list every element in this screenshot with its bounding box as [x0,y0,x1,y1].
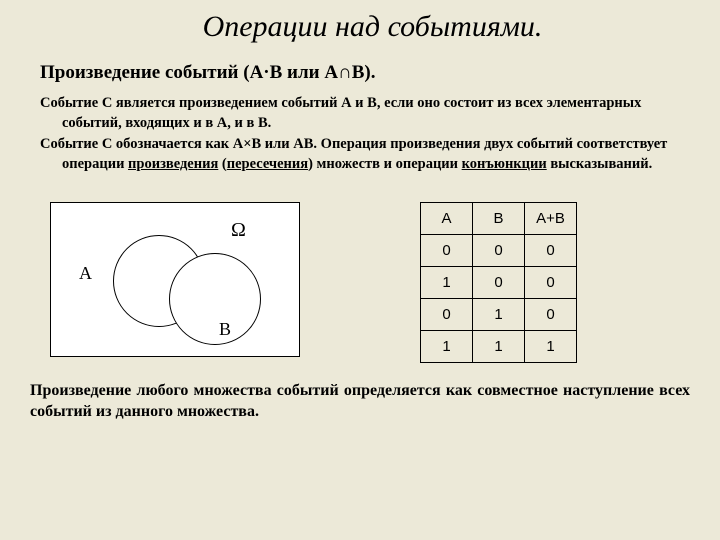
cell: 1 [421,267,473,299]
cell: 1 [473,299,525,331]
cell: 0 [525,235,577,267]
table-row: 0 1 0 [421,299,577,331]
figure-row: Ω А В А В А+В 0 0 0 1 0 0 0 1 0 1 1 1 [50,202,690,363]
cell: 0 [421,299,473,331]
table-header-row: А В А+В [421,203,577,235]
table-row: 1 1 1 [421,331,577,363]
cell: 0 [473,235,525,267]
label-a: А [79,263,92,284]
cell: 1 [473,331,525,363]
page-title: Операции над событиями. [55,10,690,44]
venn-diagram: Ω А В [50,202,300,357]
p2-text-d: высказываний. [547,156,653,172]
th-a: А [421,203,473,235]
paragraph-2: Событие С обозначается как А×В или АВ. О… [40,135,690,174]
p2-text-b: ( [218,156,226,172]
th-ab: А+В [525,203,577,235]
bottom-paragraph: Произведение любого множества событий оп… [30,381,690,423]
table-row: 1 0 0 [421,267,577,299]
table-row: 0 0 0 [421,235,577,267]
cell: 0 [525,267,577,299]
truth-table: А В А+В 0 0 0 1 0 0 0 1 0 1 1 1 [420,202,577,363]
circle-b [169,253,261,345]
cell: 1 [525,331,577,363]
cell: 0 [421,235,473,267]
cell: 0 [473,267,525,299]
label-b: В [219,319,231,340]
p2-u3: конъюнкции [462,156,547,172]
cell: 0 [525,299,577,331]
p2-u1: произведения [128,156,218,172]
th-b: В [473,203,525,235]
paragraph-1: Событие С является произведением событий… [40,94,690,133]
subtitle: Произведение событий (А·В или А∩В). [40,62,690,84]
cell: 1 [421,331,473,363]
p2-text-c: ) множеств и операции [308,156,462,172]
omega-label: Ω [231,219,246,242]
p2-u2: пересечения [227,156,308,172]
